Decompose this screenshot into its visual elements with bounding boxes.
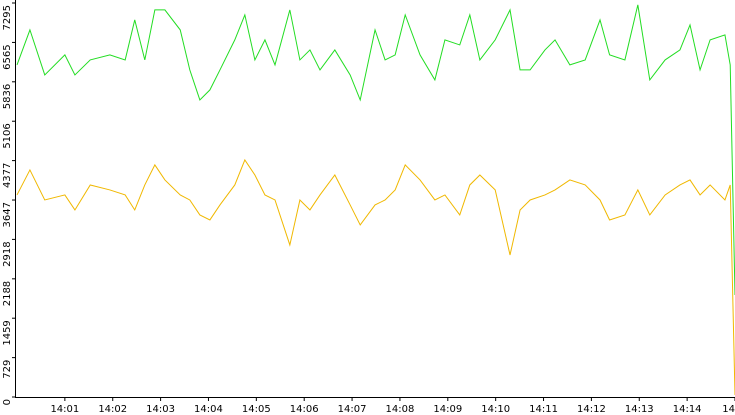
x-tick-label: 14:10	[481, 404, 510, 415]
y-tick-label: 4377	[2, 163, 13, 188]
y-tick-label: 2188	[2, 281, 13, 306]
x-tick-label: 14:03	[146, 404, 175, 415]
x-tick-label: 14:09	[433, 404, 462, 415]
plot-area	[16, 4, 735, 396]
y-tick-label: 5836	[2, 84, 13, 109]
y-tick-label: 6565	[2, 44, 13, 69]
y-tick-label: 7295	[2, 5, 13, 30]
x-tick-label: 14:05	[242, 404, 271, 415]
y-tick-label: 3647	[2, 202, 13, 227]
y-tick-label: 5106	[2, 123, 13, 148]
x-tick-label: 14:01	[50, 404, 79, 415]
x-tick-label: 14:04	[194, 404, 223, 415]
x-tick-label: 14:12	[577, 404, 606, 415]
y-tick-label: 1459	[2, 320, 13, 345]
x-tick-label: 14:14	[673, 404, 702, 415]
x-tick-label: 14	[722, 404, 735, 415]
x-tick-label: 14:13	[625, 404, 654, 415]
y-tick-label: 0	[2, 399, 13, 405]
y-tick-label: 2918	[2, 241, 13, 266]
x-tick-label: 14:11	[529, 404, 558, 415]
x-tick-label: 14:02	[98, 404, 127, 415]
x-tick-label: 14:07	[338, 404, 367, 415]
y-tick-label: 729	[2, 360, 13, 379]
series-line	[16, 4, 735, 295]
x-tick-label: 14:08	[386, 404, 415, 415]
x-tick-label: 14:06	[290, 404, 319, 415]
series-line	[16, 158, 735, 396]
